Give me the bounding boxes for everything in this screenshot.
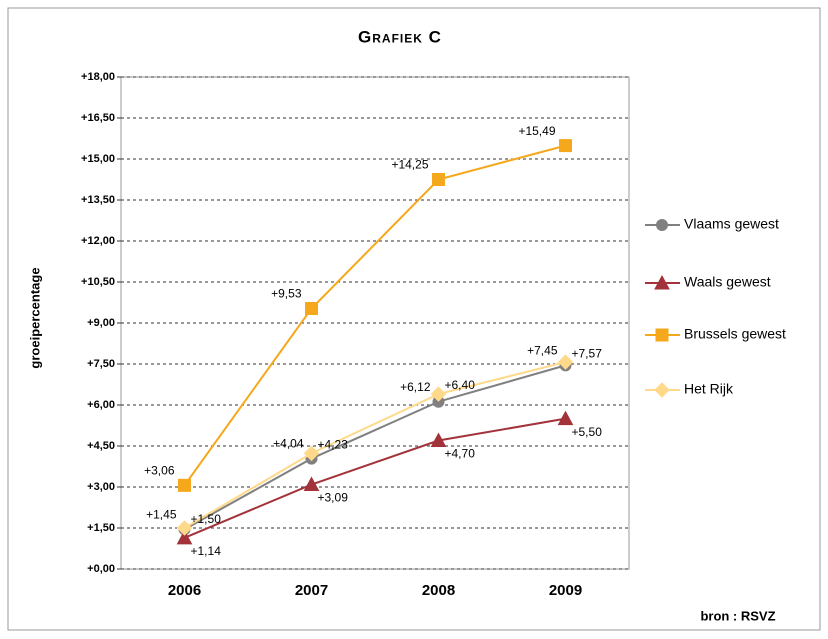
y-tick-label: +6,00 <box>87 399 115 411</box>
x-tick-label: 2007 <box>295 582 328 599</box>
data-point <box>432 173 445 186</box>
data-label: +1,45 <box>146 508 177 522</box>
legend-label: Het Rijk <box>684 381 734 397</box>
y-tick-label: +10,50 <box>81 276 115 288</box>
data-point <box>430 432 447 448</box>
data-point <box>559 139 572 153</box>
data-label: +14,25 <box>391 158 428 172</box>
y-tick-label: +0,00 <box>87 563 115 575</box>
data-label: +4,23 <box>318 438 349 452</box>
x-tick-label: 2006 <box>168 582 201 599</box>
data-label: +3,06 <box>144 464 175 478</box>
y-tick-label: +4,50 <box>87 440 115 452</box>
legend-marker <box>654 382 670 398</box>
data-point <box>557 354 574 370</box>
data-label: +4,70 <box>445 447 476 461</box>
x-tick-label: 2008 <box>422 582 455 599</box>
series-line <box>183 361 566 529</box>
data-label: +7,57 <box>572 346 603 360</box>
data-point <box>176 520 193 536</box>
data-point <box>305 302 318 316</box>
data-label: +1,14 <box>191 544 222 558</box>
data-label: +7,45 <box>527 344 558 358</box>
data-label: +6,40 <box>445 378 476 392</box>
y-axis-label: groeipercentage <box>27 267 42 368</box>
data-label: +4,04 <box>273 437 304 451</box>
data-label: +9,53 <box>271 287 302 301</box>
legend-marker <box>654 274 670 290</box>
y-tick-label: +18,00 <box>81 71 115 83</box>
series-line <box>184 417 566 539</box>
y-tick-label: +1,50 <box>87 522 115 534</box>
data-point <box>303 445 320 462</box>
data-label: +6,12 <box>400 380 431 394</box>
series-line <box>184 364 566 531</box>
legend-label: Waals gewest <box>684 274 771 290</box>
y-tick-label: +9,00 <box>87 317 115 329</box>
data-point <box>176 529 193 545</box>
y-tick-label: +16,50 <box>81 112 115 124</box>
y-tick-label: +15,00 <box>81 153 115 165</box>
data-point <box>303 476 320 492</box>
legend-marker <box>655 328 669 342</box>
data-label: +1,50 <box>191 512 222 526</box>
y-tick-label: +12,00 <box>81 235 115 247</box>
data-label: +5,50 <box>572 425 603 439</box>
data-point <box>430 386 447 402</box>
source-note: bron : RSVZ <box>700 608 775 623</box>
data-label: +3,09 <box>318 491 349 505</box>
data-point <box>178 478 191 492</box>
legend-marker <box>656 219 668 231</box>
data-point <box>557 410 574 426</box>
y-tick-label: +3,00 <box>87 481 115 493</box>
legend-label: Brussels gewest <box>684 326 786 342</box>
series-line <box>183 144 566 486</box>
y-tick-label: +7,50 <box>87 358 115 370</box>
x-tick-label: 2009 <box>549 582 582 599</box>
y-tick-label: +13,50 <box>81 194 115 206</box>
legend-label: Vlaams gewest <box>684 216 779 232</box>
chart-title: Grafiek C <box>358 27 442 46</box>
data-label: +15,49 <box>518 124 555 138</box>
